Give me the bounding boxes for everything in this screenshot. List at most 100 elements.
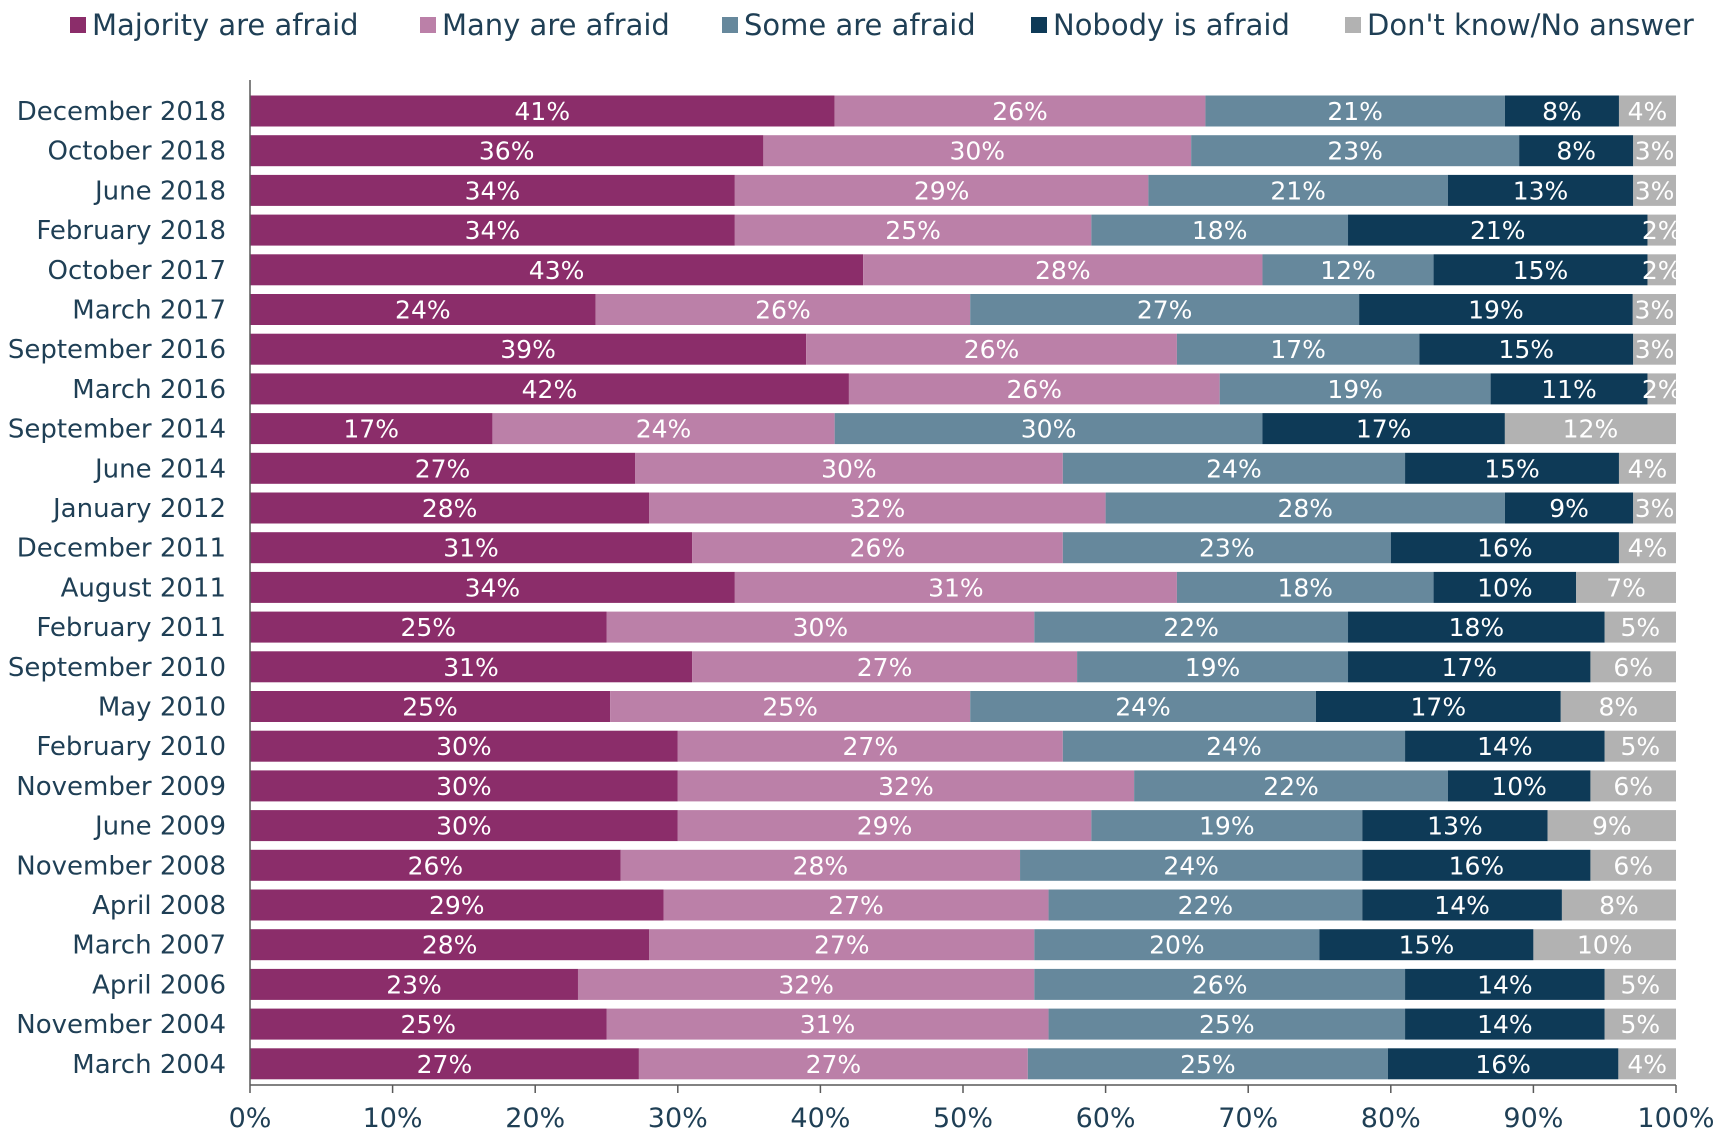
data-label: 3% bbox=[1635, 335, 1675, 364]
x-tick-label: 80% bbox=[1361, 1103, 1421, 1134]
data-label: 25% bbox=[762, 693, 818, 722]
data-label: 25% bbox=[1199, 1010, 1255, 1039]
bar-segment bbox=[1604, 1008, 1676, 1040]
bar-segment bbox=[1433, 254, 1648, 286]
data-label: 23% bbox=[1327, 137, 1383, 166]
category-label: December 2011 bbox=[17, 534, 226, 564]
bar-segment bbox=[1419, 333, 1634, 365]
legend-item: Don't know/No answer bbox=[1345, 8, 1694, 42]
data-label: 26% bbox=[850, 534, 906, 563]
bar-segment bbox=[250, 1048, 639, 1080]
bar-segment bbox=[1560, 691, 1676, 722]
bar-segment bbox=[250, 770, 678, 802]
data-label: 25% bbox=[1180, 1050, 1236, 1079]
bar-segment bbox=[1362, 849, 1591, 881]
bar-segment bbox=[692, 651, 1078, 683]
x-tick-label: 0% bbox=[229, 1103, 272, 1134]
data-label: 39% bbox=[500, 335, 556, 364]
category-label: September 2010 bbox=[8, 653, 226, 683]
data-label: 26% bbox=[1192, 970, 1248, 999]
data-label: 21% bbox=[1270, 176, 1326, 205]
bar-segment bbox=[250, 730, 678, 762]
data-label: 42% bbox=[522, 375, 578, 404]
bar-segment bbox=[250, 254, 864, 286]
bar-segment bbox=[1390, 532, 1619, 564]
data-label: 6% bbox=[1613, 772, 1653, 801]
bar-segment bbox=[250, 1008, 607, 1040]
bar-segment bbox=[250, 333, 807, 365]
data-label: 19% bbox=[1327, 375, 1383, 404]
bar-segment bbox=[1405, 1008, 1605, 1040]
bar-segment bbox=[1134, 770, 1448, 802]
data-label: 24% bbox=[395, 296, 451, 325]
bar-segment bbox=[1048, 1008, 1406, 1040]
bar-segment bbox=[1405, 730, 1605, 762]
data-label: 5% bbox=[1621, 613, 1661, 642]
data-label: 20% bbox=[1149, 931, 1205, 960]
data-label: 7% bbox=[1606, 573, 1646, 602]
bar-segment bbox=[677, 730, 1063, 762]
data-label: 5% bbox=[1621, 1010, 1661, 1039]
bar-segment bbox=[1632, 294, 1676, 325]
bar-segment bbox=[1262, 413, 1505, 445]
bar-segment bbox=[1034, 968, 1406, 1000]
bar-segment bbox=[250, 810, 678, 842]
data-label: 27% bbox=[828, 891, 884, 920]
data-label: 16% bbox=[1449, 851, 1505, 880]
data-label: 2% bbox=[1642, 375, 1682, 404]
bar-segment bbox=[1348, 214, 1648, 246]
data-label: 17% bbox=[343, 415, 399, 444]
data-label: 22% bbox=[1263, 772, 1319, 801]
category-label: November 2009 bbox=[16, 772, 226, 802]
bar-segment bbox=[1176, 571, 1434, 603]
bar-segment bbox=[1590, 651, 1676, 683]
data-label: 21% bbox=[1327, 97, 1383, 126]
bar-segment bbox=[638, 1048, 1028, 1080]
data-label: 8% bbox=[1599, 891, 1639, 920]
category-label: June 2018 bbox=[93, 176, 226, 206]
bar-segment bbox=[1348, 611, 1605, 643]
data-label: 27% bbox=[806, 1050, 862, 1079]
bar-segment bbox=[1362, 810, 1548, 842]
legend-item: Majority are afraid bbox=[70, 8, 359, 42]
bar-segment bbox=[1576, 571, 1676, 603]
bar-segment bbox=[1604, 611, 1676, 643]
bar-segment bbox=[250, 968, 578, 1000]
data-label: 24% bbox=[1115, 693, 1171, 722]
data-label: 15% bbox=[1399, 931, 1455, 960]
data-label: 2% bbox=[1642, 216, 1682, 245]
bar-segment bbox=[1618, 1048, 1676, 1080]
data-label: 8% bbox=[1556, 137, 1596, 166]
data-label: 15% bbox=[1484, 454, 1540, 483]
data-label: 14% bbox=[1477, 732, 1533, 761]
x-tick-label: 10% bbox=[363, 1103, 423, 1134]
bar-segment bbox=[1027, 1048, 1388, 1080]
bar-segment bbox=[1034, 929, 1320, 961]
bar-segment bbox=[606, 611, 1035, 643]
bar-segment bbox=[1191, 135, 1520, 167]
data-label: 15% bbox=[1513, 256, 1569, 285]
bar-segment bbox=[1618, 532, 1676, 564]
data-label: 8% bbox=[1542, 97, 1582, 126]
bar-segment bbox=[250, 532, 693, 564]
category-label: June 2009 bbox=[93, 812, 226, 842]
data-label: 30% bbox=[821, 454, 877, 483]
bar-segment bbox=[492, 413, 835, 445]
bar-segment bbox=[1405, 968, 1605, 1000]
bar-segment bbox=[250, 492, 650, 524]
x-tick-label: 40% bbox=[790, 1103, 850, 1134]
data-label: 25% bbox=[400, 1010, 456, 1039]
data-label: 19% bbox=[1185, 653, 1241, 682]
data-label: 25% bbox=[402, 693, 458, 722]
data-label: 24% bbox=[1206, 454, 1262, 483]
data-label: 16% bbox=[1477, 534, 1533, 563]
data-label: 12% bbox=[1563, 415, 1619, 444]
legend-swatch bbox=[70, 17, 86, 33]
bar-segment bbox=[834, 95, 1206, 127]
data-label: 4% bbox=[1628, 97, 1668, 126]
bar-segment bbox=[1533, 929, 1676, 961]
data-label: 19% bbox=[1199, 812, 1255, 841]
bar-segment bbox=[1020, 849, 1363, 881]
data-label: 17% bbox=[1411, 693, 1467, 722]
